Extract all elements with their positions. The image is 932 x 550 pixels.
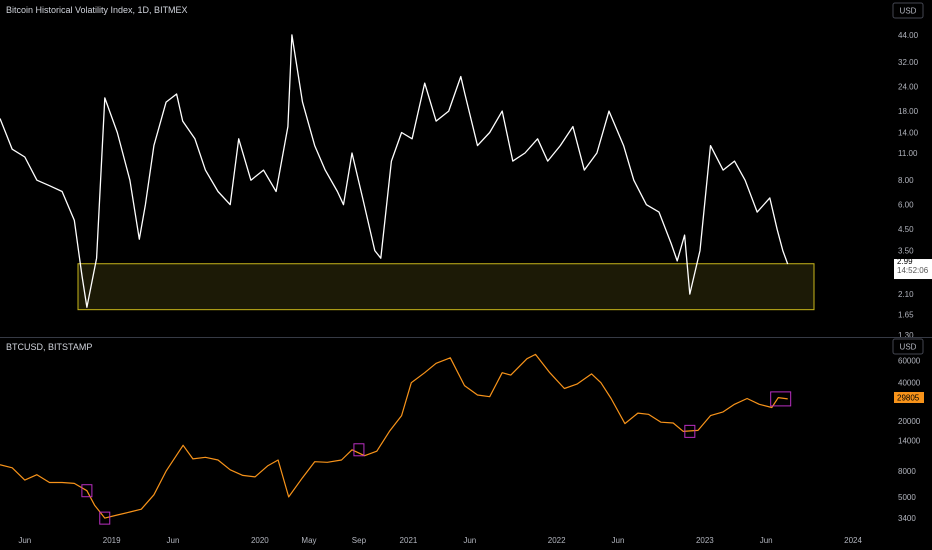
x-tick-label: Jun [760,536,773,545]
low-volatility-highlight-band[interactable] [77,263,815,311]
y-tick-label: 14000 [898,436,921,445]
volatility-currency-label: USD [900,7,917,16]
volatility-series-line [0,34,789,308]
x-tick-label: May [301,536,316,545]
price-marker-latest [770,391,792,407]
price-currency-label: USD [900,343,917,352]
y-tick-label: 20000 [898,417,921,426]
y-tick-label: 3400 [898,514,916,523]
time-x-axis: Jun 2019 Jun 2020 May Sep 2021 Jun 2022 Jun 2023 Ju… [18,536,862,545]
y-tick-label: 18.00 [898,107,919,116]
x-tick-label: Jun [612,536,625,545]
y-tick-label: 32.00 [898,58,919,67]
y-tick-label: 14.00 [898,128,919,137]
x-tick-label: Sep [352,536,367,545]
x-tick-label: 2023 [696,536,714,545]
x-tick-label: 2024 [844,536,862,545]
y-tick-label: 2.10 [898,290,914,299]
price-marker [684,424,696,438]
y-tick-label: 8000 [898,467,916,476]
x-tick-label: 2022 [548,536,566,545]
y-tick-label: 3.50 [898,247,914,256]
volatility-last-value-tag: 2.99 14:52:06 [894,257,932,280]
volatility-countdown: 14:52:06 [897,266,929,275]
price-series-line [0,353,788,519]
y-tick-label: 1.65 [898,311,914,320]
volatility-chart-title: Bitcoin Historical Volatility Index, 1D,… [6,5,188,15]
price-last-value: 29805 [897,394,920,403]
price-last-value-tag: 29805 [894,392,924,403]
y-tick-label: 60000 [898,356,921,365]
x-tick-label: 2019 [103,536,121,545]
volatility-y-axis: 44.00 32.00 24.00 18.00 14.00 11.00 8.00 6.00 4.… [898,31,919,340]
price-marker [81,484,93,498]
price-y-axis: 60000 40000 20000 14000 8000 5000 3400 [898,356,921,523]
x-tick-label: 2020 [251,536,269,545]
price-currency-button[interactable]: USD [892,338,924,355]
y-tick-label: 8.00 [898,176,914,185]
y-tick-label: 44.00 [898,31,919,40]
price-pane: 60000 40000 20000 14000 8000 5000 3400 BTCUSD,… [0,338,924,525]
y-tick-label: 11.00 [898,149,918,158]
x-tick-label: Jun [18,536,31,545]
x-tick-label: Jun [167,536,180,545]
y-tick-label: 5000 [898,493,916,502]
price-marker [99,511,111,525]
volatility-last-value: 2.99 [897,257,913,266]
price-markers [81,391,792,525]
x-tick-label: Jun [463,536,476,545]
volatility-pane: 44.00 32.00 24.00 18.00 14.00 11.00 8.00 6.00 4.… [0,2,932,340]
y-tick-label: 4.50 [898,225,914,234]
y-tick-label: 1.30 [898,331,914,340]
y-tick-label: 40000 [898,379,921,388]
price-marker [353,443,365,457]
y-tick-label: 6.00 [898,201,914,210]
price-chart-title: BTCUSD, BITSTAMP [6,342,92,352]
x-tick-label: 2021 [400,536,418,545]
y-tick-label: 24.00 [898,83,919,92]
volatility-currency-button[interactable]: USD [892,2,924,19]
